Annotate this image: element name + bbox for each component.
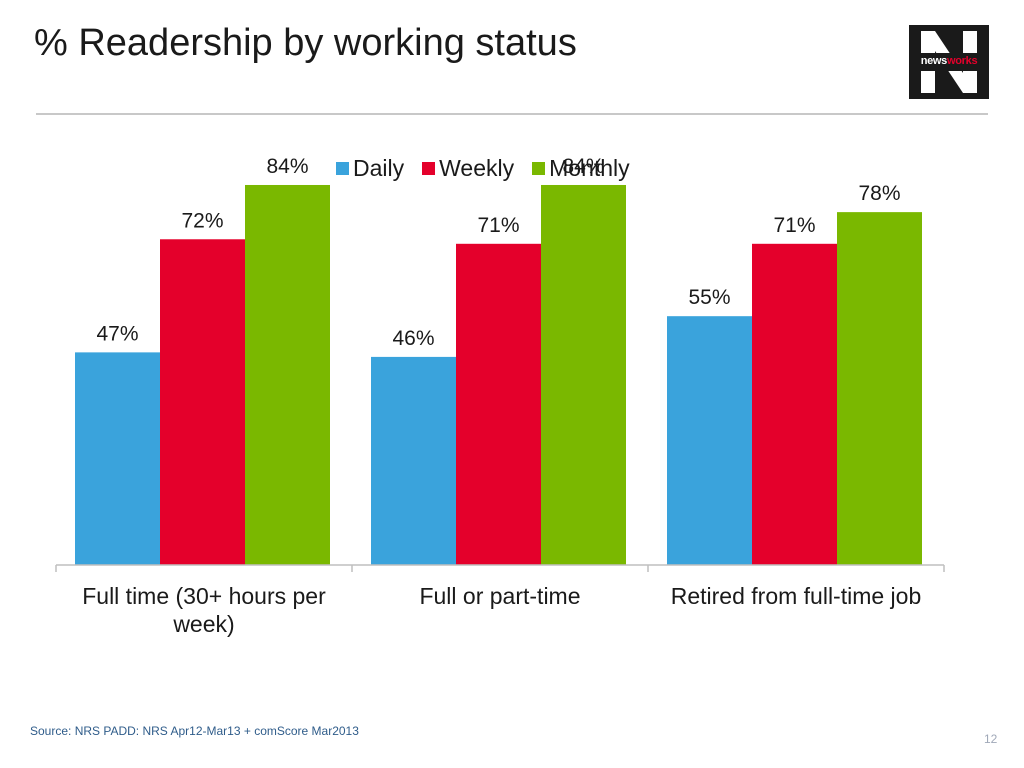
logo-n-icon: [909, 25, 989, 99]
bar-monthly-1: [245, 184, 330, 565]
legend-swatch-weekly: [422, 161, 436, 175]
legend-swatch-daily: [336, 161, 349, 175]
data-label-daily-2: 46%: [392, 327, 434, 350]
bar-weekly-3: [752, 243, 837, 565]
data-label-daily-3: 55%: [688, 286, 730, 309]
logo-wordmark: newsworks: [909, 55, 989, 67]
legend-item-daily: Daily: [336, 155, 404, 182]
data-label-weekly-3: 71%: [773, 214, 815, 237]
logo-text-news: news: [920, 55, 948, 67]
category-label-line: Full time (30+ hours per: [82, 583, 326, 609]
legend-item-weekly: Weekly: [422, 155, 514, 182]
legend-label-monthly: Monthly: [549, 154, 630, 181]
data-label-weekly-2: 71%: [477, 214, 519, 237]
category-label-line: Full or part-time: [419, 583, 580, 609]
data-label-monthly-1: 84%: [266, 155, 308, 178]
title-divider: [36, 113, 988, 115]
category-label-line: Retired from full-time job: [671, 583, 922, 609]
bar-daily-1: [75, 352, 160, 565]
bar-monthly-3: [837, 212, 922, 566]
logo-text-works: works: [947, 55, 978, 67]
legend-label-daily: Daily: [353, 154, 405, 181]
newsworks-logo: newsworks: [909, 25, 989, 99]
legend-item-monthly: Monthly: [532, 155, 630, 182]
data-label-monthly-3: 78%: [858, 182, 900, 205]
data-label-weekly-1: 72%: [181, 209, 223, 232]
bar-daily-3: [667, 316, 752, 565]
data-label-daily-1: 47%: [96, 322, 138, 345]
bar-weekly-2: [456, 243, 541, 565]
slide-title: % Readership by working status: [34, 22, 577, 64]
bar-daily-2: [371, 356, 456, 565]
category-label-line: week): [172, 611, 234, 637]
source-note: Source: NRS PADD: NRS Apr12-Mar13 + comS…: [30, 724, 359, 738]
bar-monthly-2: [541, 184, 626, 565]
legend-label-weekly: Weekly: [439, 154, 515, 181]
legend-swatch-monthly: [532, 161, 546, 175]
category-label-1: Full time (30+ hours per week): [82, 583, 326, 637]
category-label-2: Full or part-time: [419, 583, 580, 609]
category-label-3: Retired from full-time job: [671, 583, 922, 609]
data-label-monthly-2: 84%: [562, 155, 604, 178]
page-number: 12: [984, 732, 998, 746]
chart-legend: Daily Weekly Monthly: [336, 154, 630, 182]
bar-weekly-1: [160, 239, 245, 565]
